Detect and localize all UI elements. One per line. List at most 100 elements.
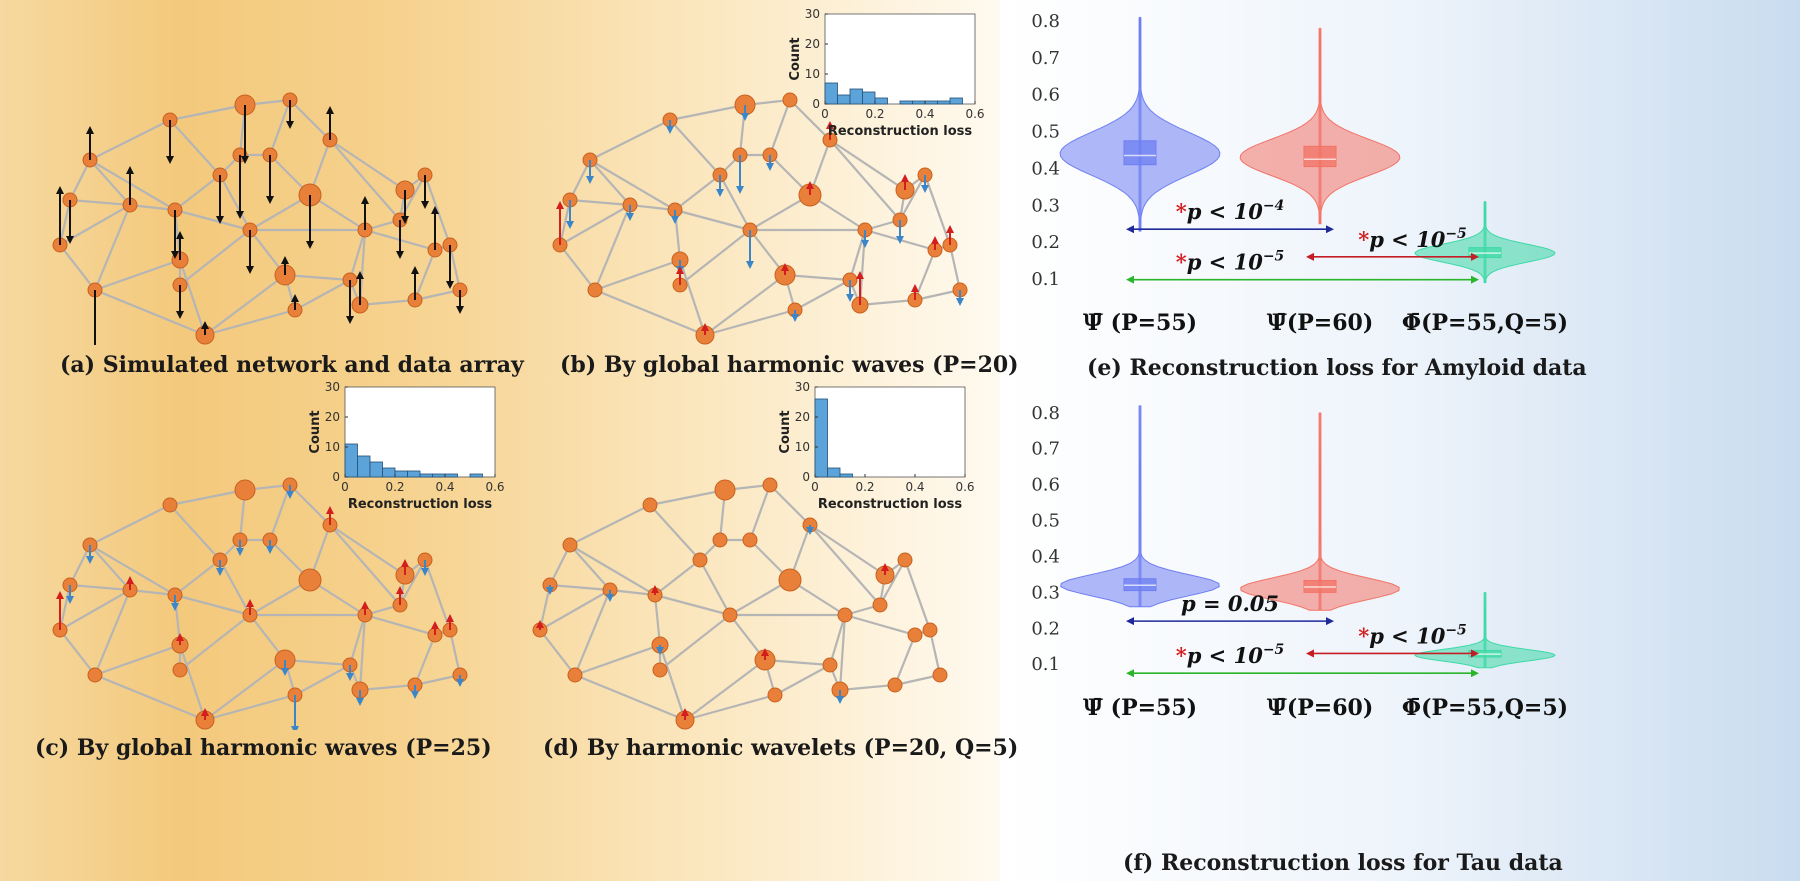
hist-bar xyxy=(369,461,383,478)
network-b xyxy=(552,92,968,345)
network-edge xyxy=(809,524,886,576)
significance-label: *p < 10−5 xyxy=(1358,622,1467,648)
hist-bar xyxy=(849,88,863,105)
y-tick-label: 0.6 xyxy=(1031,85,1060,106)
violin-plot-f: 0.1 0.2 0.3 0.4 0.5 0.6 0.7 0.8 Ψ̄ (P=55) Ψ̄(P=60… xyxy=(1031,403,1568,721)
network-edge xyxy=(844,613,916,637)
network-edge xyxy=(448,629,462,676)
x-tick-label: 0.6 xyxy=(965,107,984,121)
network-edge xyxy=(669,119,721,176)
hist-bar xyxy=(837,94,851,105)
y-tick-label: 20 xyxy=(805,37,820,51)
network-edge xyxy=(539,629,576,676)
network-edge xyxy=(89,119,171,161)
category-label: Ψ̄ (P=55) xyxy=(1083,695,1197,721)
caption-f: (f) Reconstruction loss for Tau data xyxy=(1123,850,1563,876)
hist-bar xyxy=(407,470,421,478)
y-tick-label: 0.2 xyxy=(1031,618,1060,639)
network-edge xyxy=(948,244,962,291)
network-edge xyxy=(769,484,811,526)
y-axis-label: Count xyxy=(778,410,793,453)
y-tick-label: 0.5 xyxy=(1031,511,1060,532)
network-edge xyxy=(574,673,686,722)
network-edge xyxy=(859,298,916,307)
network-edge xyxy=(58,199,72,246)
caption-c: (c) By global harmonic waves (P=25) xyxy=(35,735,492,761)
network-edge xyxy=(94,673,206,722)
network-node xyxy=(932,667,948,683)
network-edge xyxy=(828,614,847,666)
hist-bar xyxy=(419,473,433,478)
significance-label: p = 0.05 xyxy=(1181,591,1279,616)
network-edge xyxy=(848,229,867,281)
caption-b: (b) By global harmonic waves (P=20) xyxy=(560,352,1019,378)
network-edge xyxy=(914,288,961,302)
network-edge xyxy=(448,244,462,291)
hist-bar xyxy=(937,100,951,105)
network-edge xyxy=(838,614,847,691)
network-edge xyxy=(839,683,896,692)
x-tick-label: 0.2 xyxy=(855,480,874,494)
network-edge xyxy=(574,643,661,677)
network-node xyxy=(567,667,583,683)
category-label: Φ̄(P=55,Q=5) xyxy=(1402,695,1568,721)
y-tick-label: 10 xyxy=(795,440,810,454)
y-tick-label: 0.3 xyxy=(1031,582,1060,603)
network-edge xyxy=(284,273,351,282)
network-edge xyxy=(674,174,721,211)
caption-a: (a) Simulated network and data array xyxy=(60,352,524,378)
network-edge xyxy=(794,279,851,311)
hist-bar xyxy=(344,443,358,478)
x-tick-label: 0.4 xyxy=(905,480,924,494)
network-edge xyxy=(359,683,416,692)
network-edge xyxy=(764,658,831,667)
network-edge xyxy=(589,159,676,211)
network-edge xyxy=(768,99,792,156)
y-tick-label: 0 xyxy=(332,470,340,484)
histogram-b: 0 0.2 0.4 0.6 0 10 20 30 Reconstruction loss Coun… xyxy=(788,7,985,139)
network-node xyxy=(692,552,708,568)
network-edge xyxy=(169,504,221,561)
network-edge xyxy=(94,643,181,677)
network-edge xyxy=(569,544,611,591)
y-tick-label: 0.1 xyxy=(1031,269,1060,290)
network-edge xyxy=(348,614,367,666)
network-edge xyxy=(414,288,461,302)
network-edge xyxy=(89,159,176,211)
network-node xyxy=(162,497,178,513)
network-node xyxy=(652,662,668,678)
network-edge xyxy=(294,664,351,696)
network-edge xyxy=(204,308,296,337)
network-edge xyxy=(219,174,251,231)
network-edge xyxy=(589,119,671,161)
network-node xyxy=(234,479,256,501)
network-node xyxy=(722,607,738,623)
hist-bar xyxy=(874,97,888,105)
network-edge xyxy=(549,583,611,592)
network-edge xyxy=(684,659,766,721)
y-tick-label: 30 xyxy=(805,7,820,21)
network-node xyxy=(897,552,913,568)
network-edge xyxy=(684,693,776,722)
network-edge xyxy=(899,174,926,221)
y-tick-label: 30 xyxy=(795,380,810,394)
network-edge xyxy=(179,614,251,671)
significance-label: *p < 10−5 xyxy=(1358,226,1467,252)
network-edge xyxy=(89,159,131,206)
network-edge xyxy=(729,579,791,616)
network-edge xyxy=(539,589,611,631)
category-label: Ψ̄ (P=55) xyxy=(1083,310,1197,336)
network-node xyxy=(887,677,903,693)
network-edge xyxy=(784,273,851,282)
network-edge xyxy=(268,99,292,156)
x-tick-label: 0 xyxy=(811,480,819,494)
hist-bar xyxy=(357,455,371,478)
y-tick-label: 0.8 xyxy=(1031,403,1060,424)
network-edge xyxy=(893,634,917,686)
network-edge xyxy=(774,664,831,696)
network-edge xyxy=(748,484,772,541)
category-label: Ψ̄(P=60) xyxy=(1267,310,1374,336)
network-edge xyxy=(674,208,751,232)
y-tick-label: 0.5 xyxy=(1031,122,1060,143)
network-edge xyxy=(704,308,796,337)
